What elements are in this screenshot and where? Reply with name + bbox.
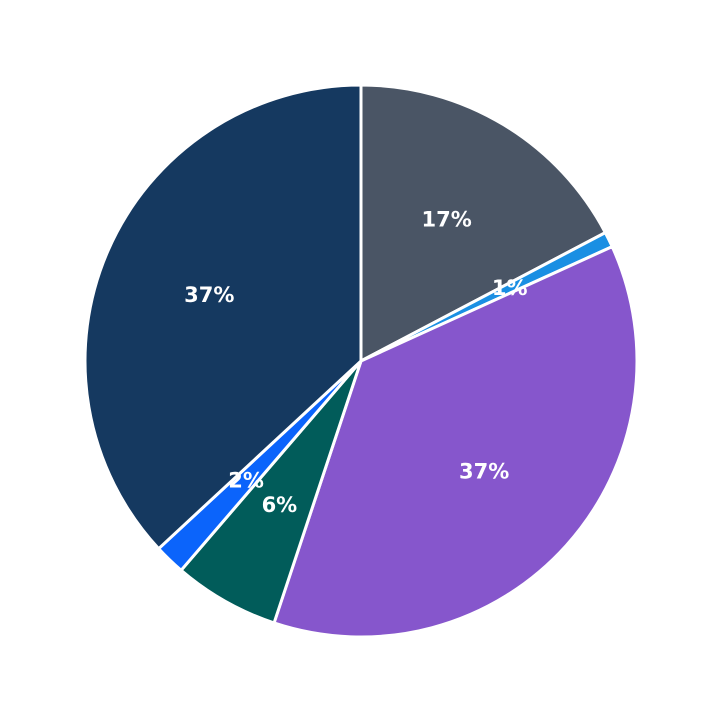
pie-slice bbox=[359, 83, 607, 363]
pie-slice bbox=[83, 83, 363, 551]
slice-label: 2% bbox=[228, 468, 264, 492]
pie-slice bbox=[272, 245, 639, 639]
pie-labels: 17% 1% 37% 6%2% 37% bbox=[184, 207, 527, 517]
slice-label: 37% bbox=[459, 460, 509, 484]
slice-label: 6% bbox=[262, 493, 298, 517]
pie-slices bbox=[83, 83, 639, 639]
slice-label: 17% bbox=[422, 207, 472, 231]
slice-label: 37% bbox=[184, 283, 234, 307]
slice-label: 1% bbox=[492, 276, 528, 300]
